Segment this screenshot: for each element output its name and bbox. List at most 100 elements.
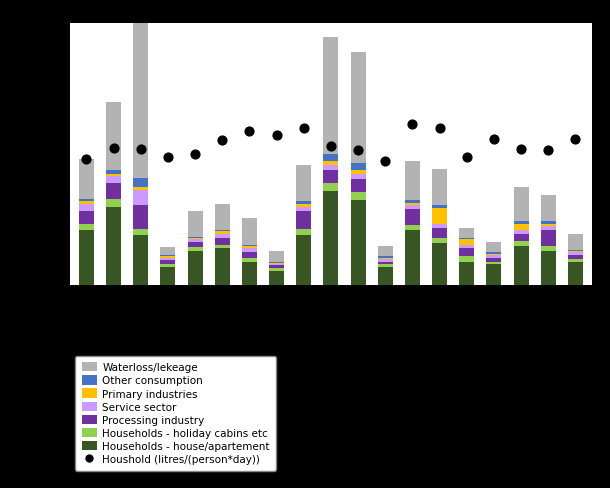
Bar [432, 239, 447, 244]
Bar [134, 190, 148, 206]
Bar [486, 264, 501, 285]
Point [381, 158, 390, 165]
Bar [432, 228, 447, 239]
Bar [188, 239, 203, 240]
Bar [459, 249, 474, 257]
Bar [269, 262, 284, 264]
Point [217, 137, 227, 144]
Bar [296, 204, 311, 207]
Bar [134, 187, 148, 190]
Point [516, 146, 526, 154]
Bar [514, 224, 528, 231]
Bar [378, 258, 393, 260]
Bar [432, 244, 447, 285]
Bar [134, 179, 148, 187]
Bar [160, 267, 176, 285]
Bar [568, 255, 583, 260]
Bar [106, 177, 121, 183]
Bar [378, 257, 393, 258]
Bar [269, 264, 284, 266]
Bar [242, 219, 257, 245]
Bar [568, 250, 583, 251]
Bar [160, 257, 176, 258]
Bar [459, 257, 474, 262]
Bar [568, 260, 583, 262]
Bar [79, 231, 94, 285]
Bar [134, 236, 148, 285]
Bar [514, 222, 528, 224]
Bar [323, 183, 339, 191]
Legend: Waterloss/lekeage, Other consumption, Primary industries, Service sector, Proces: Waterloss/lekeage, Other consumption, Pr… [76, 356, 276, 470]
Bar [323, 162, 339, 165]
Bar [269, 268, 284, 271]
Bar [405, 206, 420, 210]
Bar [351, 180, 365, 193]
Bar [323, 191, 339, 285]
Point [190, 151, 200, 159]
Bar [568, 251, 583, 253]
Bar [188, 237, 203, 239]
Bar [351, 175, 365, 180]
Bar [514, 231, 528, 235]
Bar [351, 164, 365, 171]
Bar [541, 195, 556, 222]
Bar [514, 241, 528, 246]
Bar [405, 203, 420, 206]
Bar [432, 169, 447, 206]
Bar [323, 38, 339, 155]
Point [407, 121, 417, 129]
Bar [432, 206, 447, 208]
Point [163, 154, 173, 162]
Bar [459, 245, 474, 249]
Bar [378, 267, 393, 285]
Bar [296, 211, 311, 229]
Bar [106, 207, 121, 285]
Point [245, 127, 254, 135]
Bar [242, 249, 257, 253]
Bar [215, 249, 230, 285]
Bar [296, 229, 311, 236]
Bar [134, 206, 148, 229]
Bar [296, 165, 311, 202]
Bar [106, 171, 121, 175]
Bar [541, 251, 556, 285]
Point [489, 135, 499, 143]
Bar [323, 171, 339, 183]
Bar [215, 239, 230, 245]
Bar [541, 246, 556, 251]
Bar [296, 236, 311, 285]
Bar [242, 262, 257, 285]
Bar [351, 171, 365, 175]
Bar [242, 245, 257, 246]
Bar [188, 211, 203, 237]
Bar [269, 266, 284, 268]
Point [136, 146, 146, 154]
Bar [106, 183, 121, 199]
Bar [405, 231, 420, 285]
Bar [160, 264, 176, 267]
Point [544, 147, 553, 155]
Bar [160, 247, 176, 255]
Bar [486, 254, 501, 255]
Bar [79, 160, 94, 199]
Bar [486, 258, 501, 262]
Bar [351, 53, 365, 164]
Bar [160, 261, 176, 264]
Point [299, 125, 309, 133]
Bar [378, 260, 393, 262]
Bar [486, 255, 501, 258]
Bar [568, 253, 583, 255]
Point [435, 125, 445, 133]
Bar [378, 264, 393, 267]
Bar [188, 251, 203, 285]
Bar [296, 207, 311, 211]
Bar [541, 227, 556, 231]
Bar [486, 243, 501, 253]
Bar [405, 201, 420, 203]
Bar [378, 246, 393, 257]
Bar [79, 211, 94, 224]
Point [109, 144, 118, 152]
Bar [79, 199, 94, 202]
Bar [378, 262, 393, 264]
Bar [432, 224, 447, 228]
